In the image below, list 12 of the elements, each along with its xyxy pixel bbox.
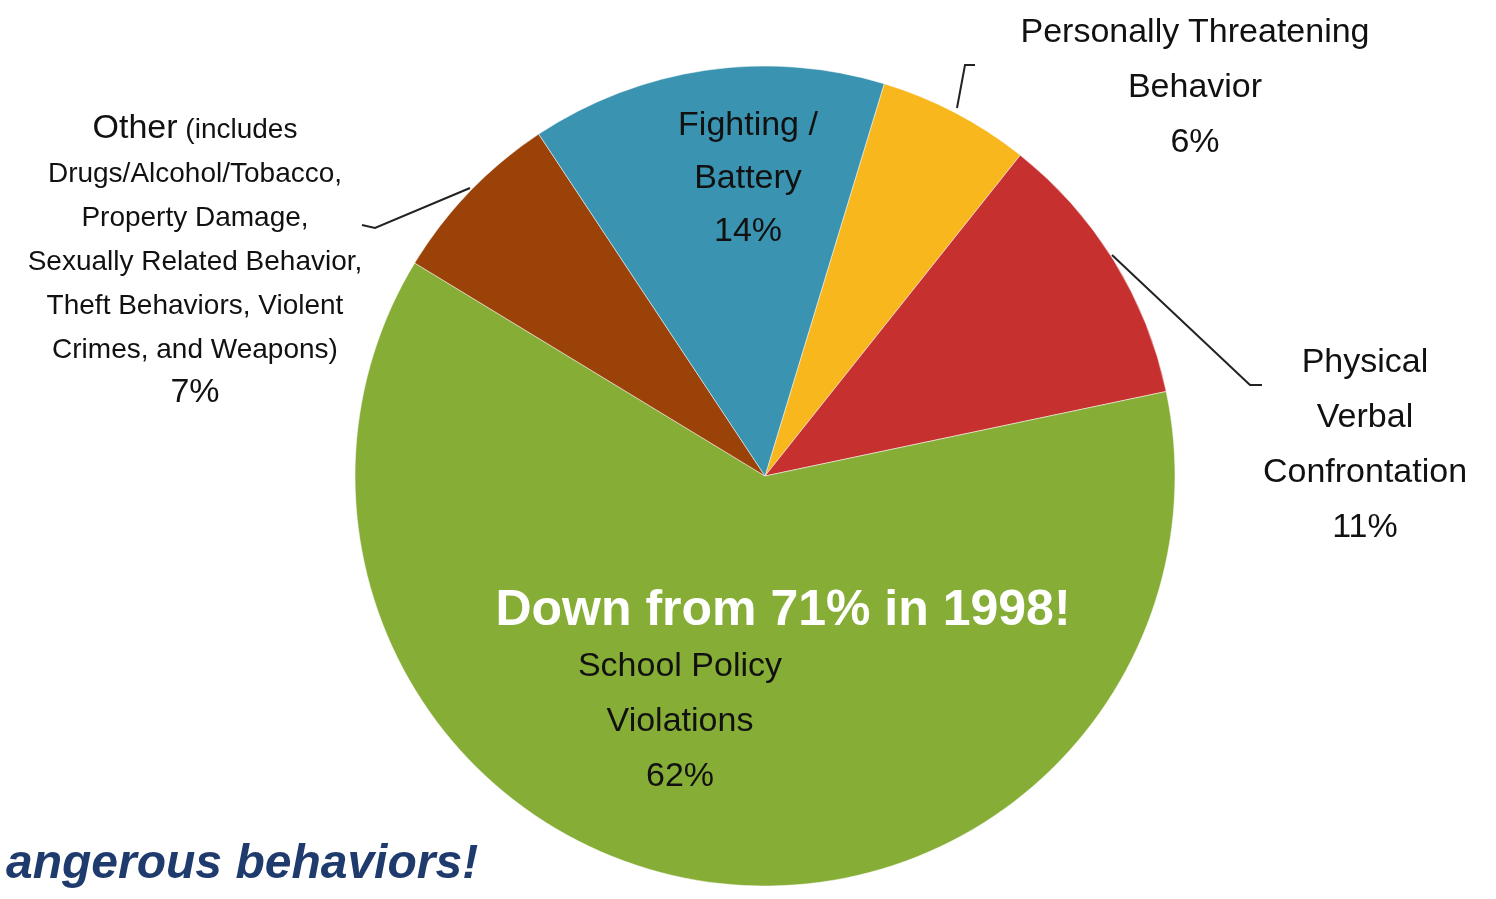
slice-label: Other (includes Drugs/Alcohol/Tobacco, Property Damage, Sexually Related Behavior, Theft Behaviors, Violent Crimes, and Weapons) [27, 107, 363, 364]
slice-label: School Policy Violations [577, 645, 783, 738]
text: Down from 71% in 1998! [495, 580, 1071, 636]
slice-label: Physical Verbal Confrontation [1262, 341, 1468, 489]
slice-label: Fighting / Battery [678, 104, 819, 195]
data-label: 11% [1332, 506, 1398, 544]
text: angerous behaviors! [6, 835, 479, 888]
data-label: 6% [1170, 121, 1220, 159]
data-label: 7% [170, 371, 220, 409]
slice-label: Personally Threatening Behavior [1020, 11, 1370, 104]
data-label: 14% [713, 210, 783, 248]
data-label: 62% [645, 755, 715, 793]
